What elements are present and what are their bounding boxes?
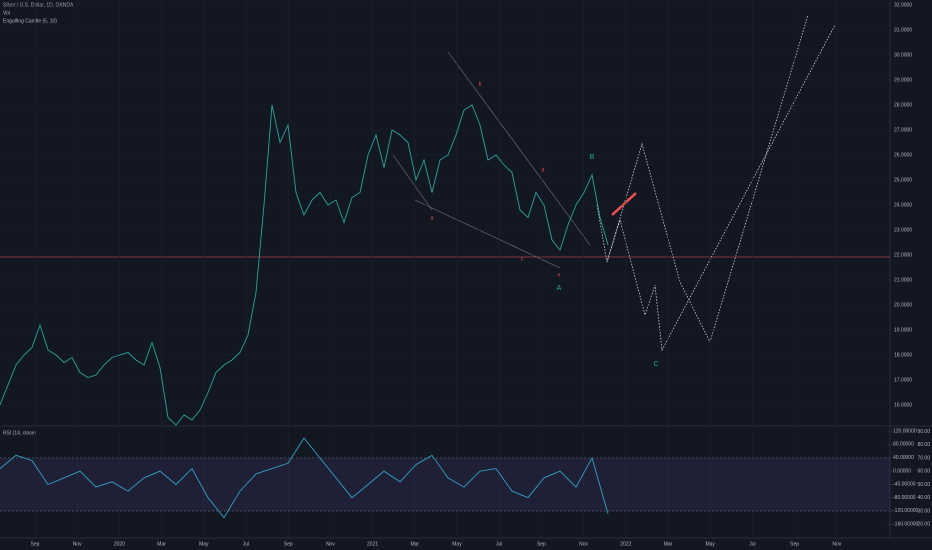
time-tick-label: Mar (410, 541, 419, 547)
wave-label: B (590, 154, 595, 161)
rsi-tick-label: 60.00 (917, 469, 930, 475)
rsi-tick-label: 80.00 (917, 442, 930, 448)
projection-path (606, 14, 809, 344)
rsi-y2-tick-label: 40.00000 (893, 455, 914, 461)
time-tick-label: May (199, 541, 209, 547)
time-tick-label: 2022 (620, 541, 631, 547)
wave-label: C (653, 361, 658, 368)
rsi-y2-tick-label: 120.00000 (893, 428, 917, 434)
price-tick-label: 29.0000 (894, 77, 912, 83)
price-tick-label: 18.0000 (894, 352, 912, 358)
rsi-y2-tick-label: 80.00000 (893, 442, 914, 448)
rsi-y2-tick-label: -40.00000 (893, 482, 916, 488)
rsi-legend: RSI (14, close) (3, 430, 36, 436)
time-tick-label: Jul (749, 541, 755, 547)
rsi-tick-label: 20.00 (917, 522, 930, 528)
rsi-tick-label: 40.00 (917, 495, 930, 501)
price-tick-label: 27.0000 (894, 127, 912, 133)
time-tick-label: Sep (537, 541, 546, 547)
rsi-tick-label: 50.00 (917, 482, 930, 488)
time-tick-label: 2020 (114, 541, 125, 547)
price-tick-label: 23.0000 (894, 227, 912, 233)
time-tick-label: Mar (157, 541, 166, 547)
price-tick-label: 20.0000 (894, 302, 912, 308)
wave-label: A (557, 285, 562, 292)
price-line (0, 437, 609, 519)
time-tick-label: Nov (326, 541, 335, 547)
rsi-tick-label: 30.00 (917, 508, 930, 514)
time-tick-label: Mar (664, 541, 673, 547)
projection-path (596, 24, 836, 352)
wave-label: b (479, 81, 482, 87)
price-tick-label: 28.0000 (894, 102, 912, 108)
price-tick-label: 21.0000 (894, 277, 912, 283)
price-tick-label: 26.0000 (894, 152, 912, 158)
time-tick-label: Sep (284, 541, 293, 547)
indicator-legend: Engulfing Candle (5, 10) (3, 18, 57, 24)
wave-label: a (431, 215, 434, 221)
rsi-band (0, 457, 890, 512)
rsi-y2-tick-label: 0.00000 (893, 468, 911, 474)
time-tick-label: Nov (73, 541, 82, 547)
rsi-y2-tick-label: -160.00000 (893, 522, 919, 528)
time-tick-label: Jul (496, 541, 502, 547)
price-tick-label: 25.0000 (894, 177, 912, 183)
price-tick-label: 32.0000 (894, 2, 912, 8)
time-tick-label: Nov (579, 541, 588, 547)
rsi-tick-label: 90.00 (917, 429, 930, 435)
price-tick-label: 19.0000 (894, 327, 912, 333)
rsi-tick-label: 70.00 (917, 455, 930, 461)
time-tick-label: Nov (832, 541, 841, 547)
price-tick-label: 22.0000 (894, 252, 912, 258)
price-tick-label: 30.0000 (894, 52, 912, 58)
breakout-box (611, 192, 637, 216)
wave-label: e (558, 272, 561, 278)
price-tick-label: 24.0000 (894, 202, 912, 208)
rsi-y2-tick-label: -80.00000 (893, 495, 916, 501)
time-tick-label: May (452, 541, 462, 547)
wave-label: d (542, 167, 545, 173)
time-tick-label: Sep (31, 541, 40, 547)
time-tick-label: May (705, 541, 715, 547)
wave-label: c (521, 256, 524, 262)
symbol-title: Silver / U.S. Dollar, 1D, OANDA (3, 2, 74, 8)
time-tick-label: Jul (243, 541, 249, 547)
volume-legend: Vol (3, 10, 10, 16)
time-tick-label: Sep (790, 541, 799, 547)
price-tick-label: 16.0000 (894, 402, 912, 408)
price-line (0, 104, 609, 426)
trendlines (392, 51, 591, 269)
price-tick-label: 31.0000 (894, 27, 912, 33)
rsi-y2-tick-label: -120.00000 (893, 508, 919, 514)
price-tick-label: 17.0000 (894, 377, 912, 383)
time-tick-label: 2021 (367, 541, 378, 547)
